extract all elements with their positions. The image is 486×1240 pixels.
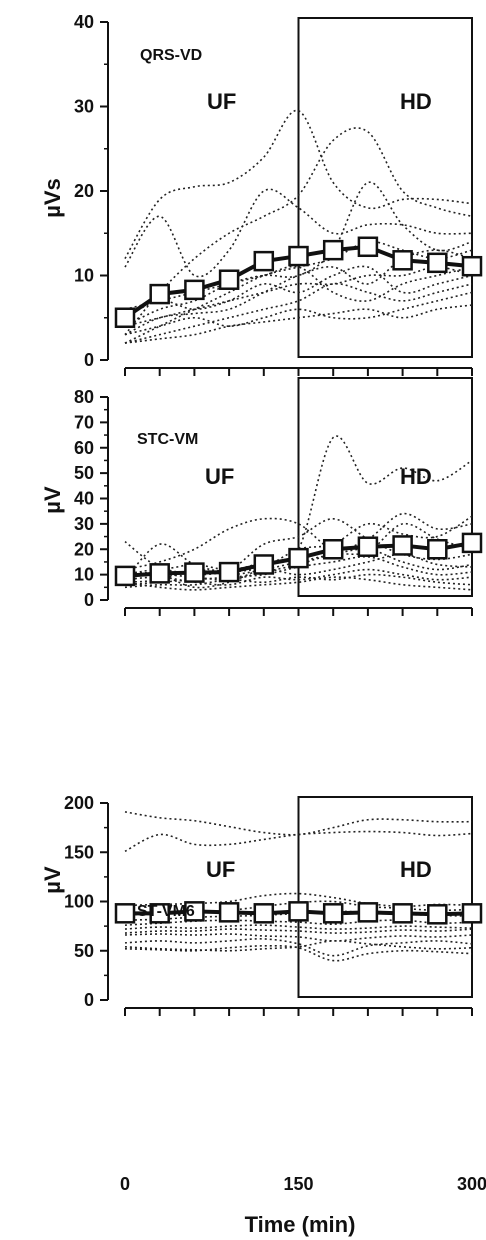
y-tick-label: 200: [64, 793, 94, 813]
panel-label: STC-VM: [137, 431, 198, 448]
y-axis-label: µVs: [40, 178, 65, 218]
y-tick-label: 0: [84, 990, 94, 1010]
y-axis-label: µV: [40, 866, 65, 894]
individual-series-line: [124, 517, 473, 581]
mean-point: [392, 903, 413, 924]
y-tick-label: 100: [64, 892, 94, 912]
individual-series-line: [124, 188, 473, 278]
y-tick-label: 30: [74, 514, 94, 534]
y-tick-label: 60: [74, 438, 94, 458]
y-tick-label: 70: [74, 412, 94, 432]
hd-phase-label: HD: [400, 464, 432, 489]
panel-label: ST-VM6: [137, 903, 195, 920]
mean-point: [184, 901, 205, 922]
mean-point: [357, 236, 379, 258]
individual-series-line: [124, 568, 473, 586]
y-tick-label: 20: [74, 181, 94, 201]
mean-point: [218, 269, 240, 290]
y-tick-label: 50: [74, 941, 94, 961]
mean-point: [288, 245, 309, 267]
mean-point: [427, 252, 448, 274]
uf-phase-label: UF: [207, 89, 236, 114]
individual-series-line: [124, 512, 473, 571]
individual-series-line: [124, 811, 473, 836]
panel-label: QRS-VD: [140, 47, 202, 64]
panel-stc-vm: 0 10 20 30 40 50 60 70 80 STC-VM UF HD µV: [40, 377, 483, 616]
panel-st-vm6: 0 50 100 150 200 ST-VM6 UF HD µV 0 150 300 Time (min…: [40, 793, 486, 1237]
mean-point: [184, 279, 205, 301]
y-tick-label: 10: [74, 266, 94, 286]
y-tick-label: 20: [74, 539, 94, 559]
individual-series-line: [124, 282, 473, 344]
mean-point: [392, 535, 413, 556]
y-tick-label: 10: [74, 565, 94, 585]
y-tick-label: 150: [64, 842, 94, 862]
mean-point: [288, 547, 309, 569]
mean-point: [322, 903, 344, 924]
panel-qrs-vd: 0 10 20 30 40 QRS-VD UF HD µVs: [40, 12, 483, 376]
x-tick-label: 0: [120, 1174, 130, 1194]
y-axis-label: µV: [40, 486, 65, 514]
mean-point: [461, 903, 483, 924]
hd-phase-box: [297, 796, 473, 998]
individual-series-line: [124, 555, 473, 586]
mean-point: [322, 539, 344, 560]
mean-point: [253, 903, 275, 924]
mean-point: [427, 539, 448, 560]
y-tick-label: 50: [74, 463, 94, 483]
mean-point: [114, 307, 136, 328]
mean-point: [253, 250, 275, 272]
mean-point: [322, 239, 344, 261]
y-tick-label: 40: [74, 12, 94, 32]
individual-series-line: [124, 944, 473, 962]
x-axis-label: Time (min): [245, 1212, 356, 1237]
y-tick-label: 40: [74, 489, 94, 509]
individual-series-line: [124, 266, 473, 327]
mean-point: [149, 283, 170, 305]
y-tick-label: 0: [84, 590, 94, 610]
mean-point: [253, 554, 275, 575]
mean-point: [114, 565, 136, 587]
y-tick-label: 80: [74, 387, 94, 407]
hd-phase-label: HD: [400, 89, 432, 114]
mean-point: [461, 255, 483, 277]
hd-phase-label: HD: [400, 857, 432, 882]
x-tick-label: 300: [457, 1174, 486, 1194]
mean-point: [461, 532, 483, 554]
mean-point: [149, 903, 170, 924]
individual-series-line: [124, 304, 473, 344]
uf-phase-label: UF: [205, 464, 234, 489]
mean-point: [288, 901, 309, 922]
x-tick-label: 150: [283, 1174, 313, 1194]
mean-point: [149, 563, 170, 584]
uf-phase-label: UF: [206, 857, 235, 882]
y-tick-label: 0: [84, 350, 94, 370]
mean-point: [114, 903, 136, 924]
individual-series-line: [124, 127, 473, 336]
individual-series-line: [124, 291, 473, 336]
y-tick-label: 30: [74, 97, 94, 117]
mean-point: [184, 562, 205, 583]
mean-point: [357, 536, 379, 557]
individual-series-line: [124, 181, 473, 327]
mean-point: [357, 902, 379, 923]
mean-point: [218, 902, 240, 923]
mean-point: [427, 904, 448, 925]
hd-phase-box: [297, 17, 473, 358]
individual-series-line: [124, 265, 473, 319]
hd-phase-box: [297, 377, 473, 597]
mean-point: [392, 250, 413, 271]
mean-point: [218, 561, 240, 583]
individual-series-line: [124, 553, 473, 589]
